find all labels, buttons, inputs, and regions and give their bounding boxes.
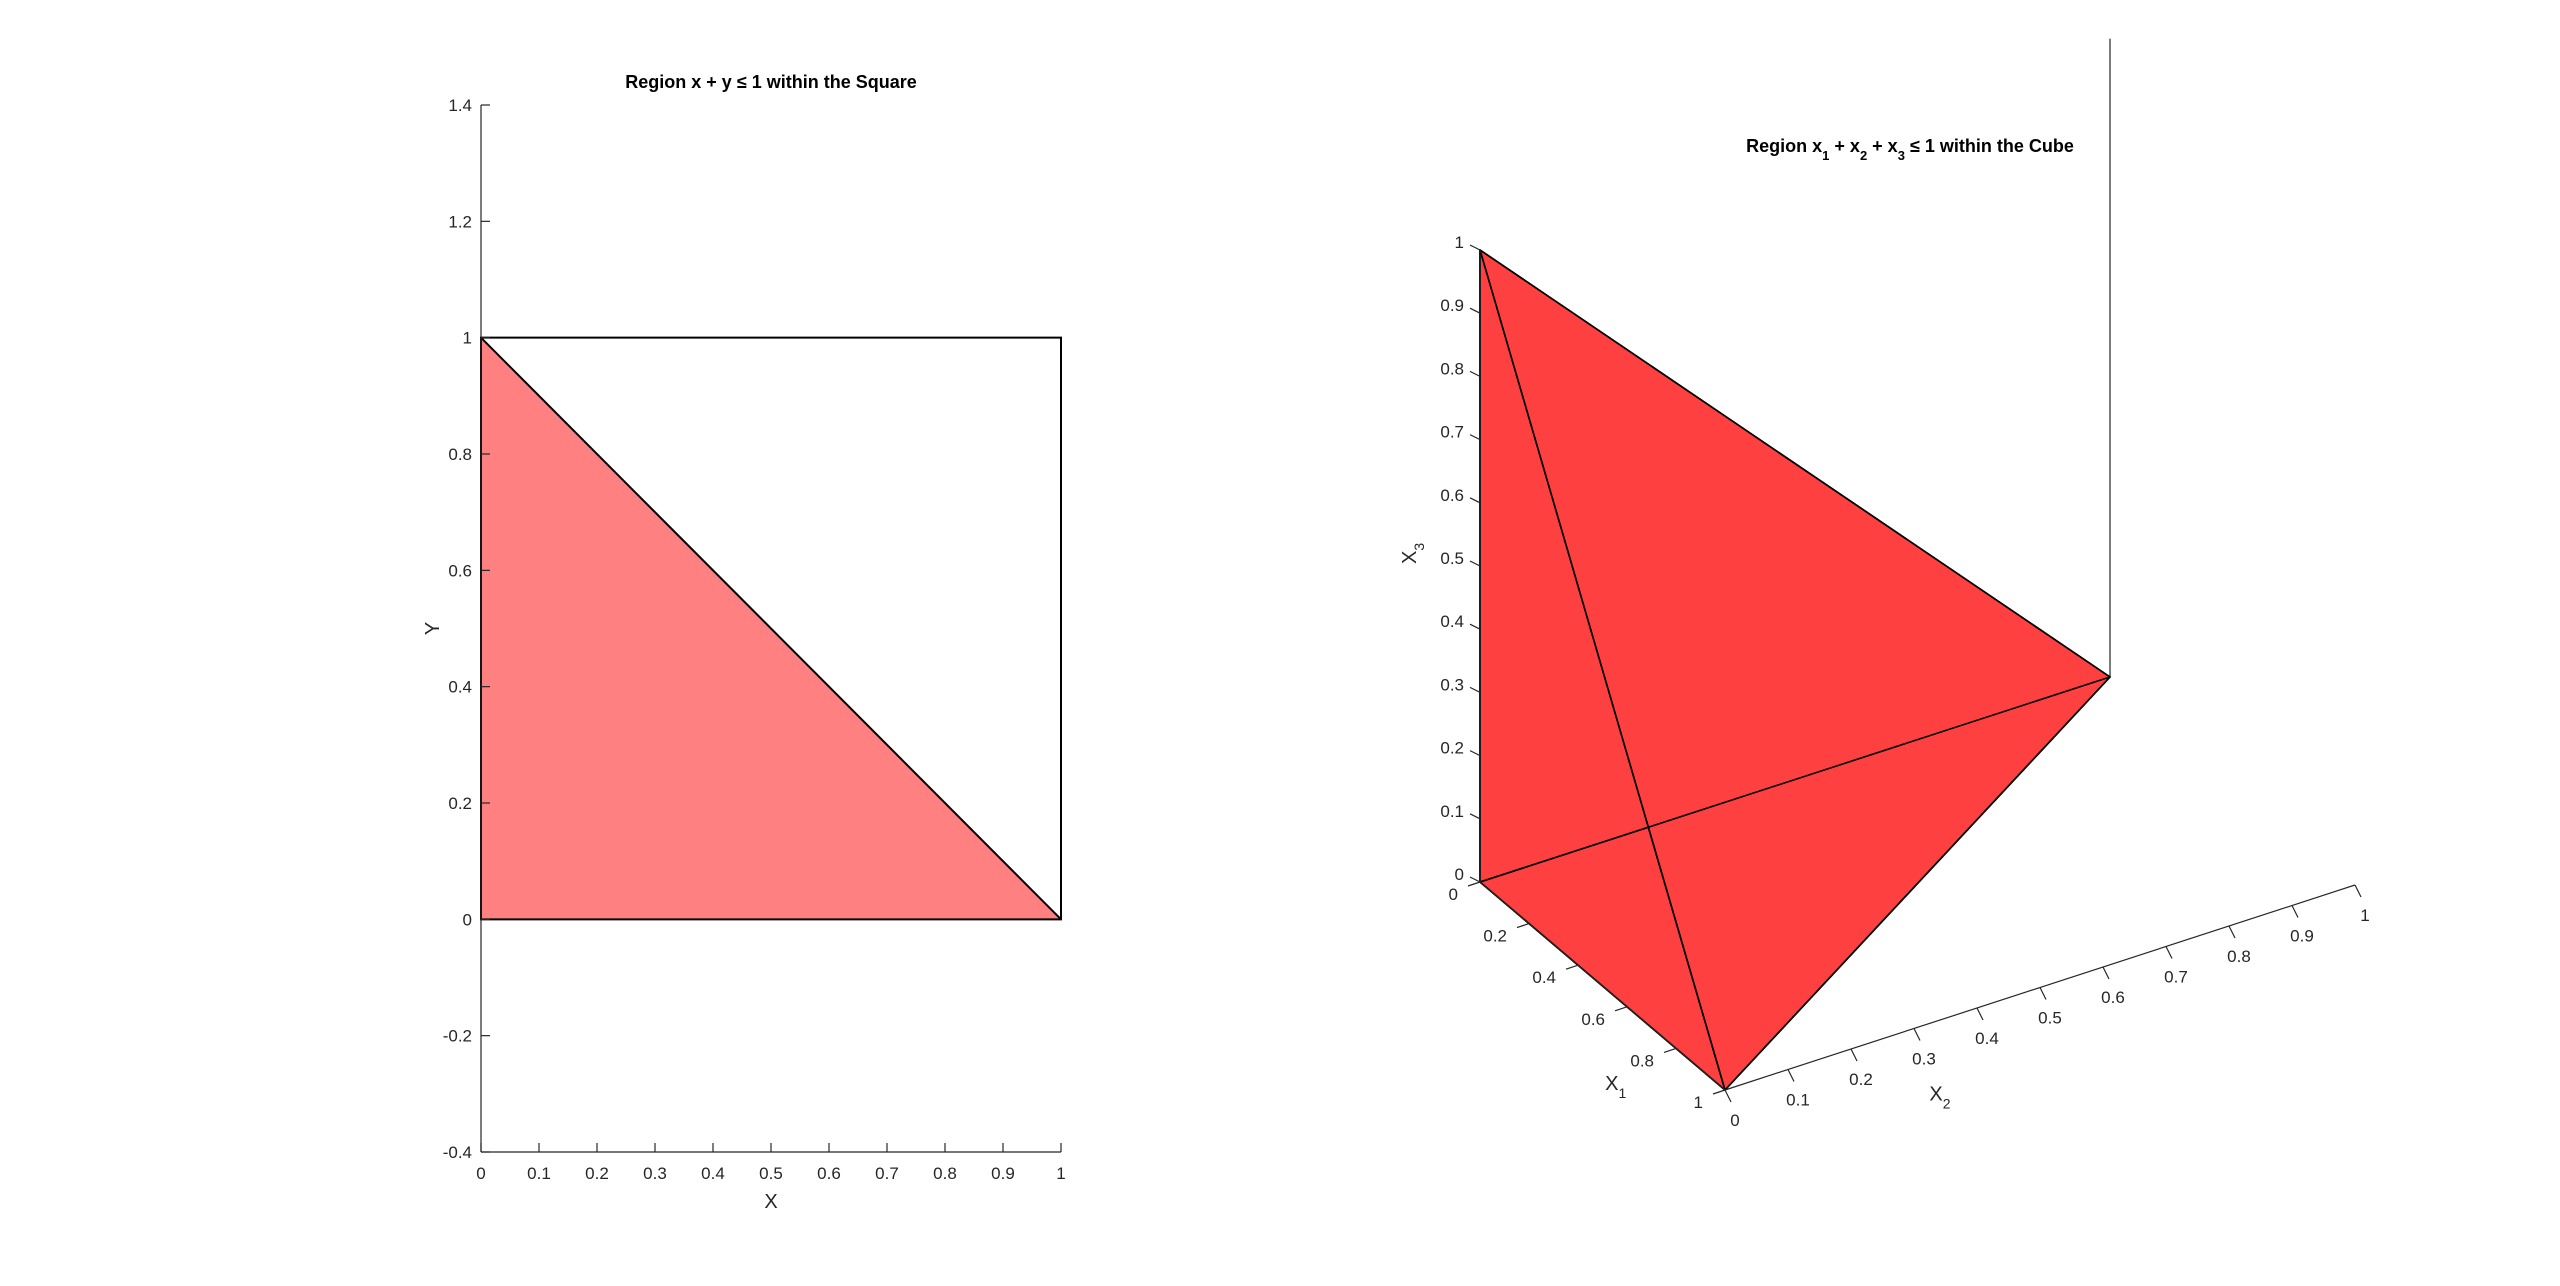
x1-tick-label: 0.2 bbox=[1483, 927, 1507, 946]
x2-tick-label: 0.4 bbox=[1975, 1029, 1999, 1048]
x2-tick-label: 0.8 bbox=[2227, 947, 2251, 966]
x3-tick bbox=[1469, 497, 1481, 504]
x1-tick bbox=[1516, 923, 1530, 929]
x3-tick bbox=[1469, 623, 1481, 630]
x1-tick bbox=[1712, 1089, 1726, 1095]
tetrahedron-edge bbox=[1724, 676, 2111, 1091]
x-tick-label: 0.1 bbox=[527, 1164, 551, 1183]
x2-tick-label: 0.3 bbox=[1912, 1050, 1936, 1069]
x2-tick-label: 0.2 bbox=[1849, 1070, 1873, 1089]
chart-2d-title: Region x + y ≤ 1 within the Square bbox=[625, 72, 916, 92]
x3-tick-label: 0.8 bbox=[1440, 359, 1464, 378]
x3-tick bbox=[1469, 434, 1481, 441]
x1-tick bbox=[1614, 1006, 1628, 1012]
x3-tick-label: 0.6 bbox=[1440, 486, 1464, 505]
x3-tick-label: 0.3 bbox=[1440, 675, 1464, 694]
x2-tick bbox=[2102, 966, 2110, 980]
x2-tick bbox=[1787, 1069, 1795, 1082]
y-tick-label: 1 bbox=[463, 329, 472, 348]
x2-tick bbox=[1976, 1007, 1984, 1021]
x1-tick-label: 0.8 bbox=[1630, 1051, 1654, 1070]
x-tick-label: 0 bbox=[476, 1164, 485, 1183]
chart-3d-x3-label: X3 bbox=[1399, 543, 1427, 564]
x3-tick bbox=[1469, 750, 1481, 757]
y-tick-label: 1.2 bbox=[448, 212, 472, 231]
x3-tick-label: 0.4 bbox=[1440, 612, 1464, 631]
x3-tick-label: 1 bbox=[1455, 233, 1464, 252]
x2-tick bbox=[2165, 946, 2173, 959]
x3-tick bbox=[1469, 876, 1481, 883]
x3-tick bbox=[1469, 370, 1481, 377]
x3-tick-label: 0.2 bbox=[1440, 739, 1464, 758]
x3-tick-label: 0.5 bbox=[1440, 549, 1464, 568]
x2-tick bbox=[2039, 987, 2047, 1000]
x2-tick bbox=[2354, 884, 2362, 898]
x3-tick-label: 0.7 bbox=[1440, 423, 1464, 442]
x3-tick bbox=[1469, 560, 1481, 567]
tetrahedron-edge bbox=[1479, 249, 2111, 678]
chart-3d-title: Region x1 + x2 + x3 ≤ 1 within the Cube bbox=[1746, 136, 2074, 163]
tetrahedron-edge bbox=[1479, 249, 1726, 1091]
x3-tick bbox=[1469, 244, 1481, 251]
x2-tick bbox=[1724, 1089, 1732, 1103]
x-tick-label: 0.3 bbox=[643, 1164, 667, 1183]
x-tick-label: 0.5 bbox=[759, 1164, 783, 1183]
x2-tick-label: 0.5 bbox=[2038, 1009, 2062, 1028]
x1-tick bbox=[1565, 964, 1579, 970]
x3-tick bbox=[1469, 307, 1481, 314]
chart-2d-x-label: X bbox=[764, 1191, 777, 1213]
x3-tick-label: 0.1 bbox=[1440, 802, 1464, 821]
x3-tick bbox=[1469, 813, 1481, 820]
x2-tick bbox=[1913, 1028, 1921, 1041]
x2-tick bbox=[1850, 1048, 1858, 1062]
y-tick-label: 0.4 bbox=[448, 678, 472, 697]
y-tick-label: 1.4 bbox=[448, 96, 472, 115]
chart-2d-square: Region x + y ≤ 1 within the Square X Y 0… bbox=[422, 72, 1066, 1213]
x1-tick bbox=[1663, 1047, 1677, 1053]
x2-tick-label: 0.1 bbox=[1786, 1091, 1810, 1110]
y-tick-label: 0.6 bbox=[448, 561, 472, 580]
y-tick-label: -0.4 bbox=[443, 1143, 472, 1162]
y-tick-label: 0.2 bbox=[448, 794, 472, 813]
x1-tick-label: 0 bbox=[1449, 885, 1458, 904]
x2-tick-label: 0.7 bbox=[2164, 968, 2188, 987]
tetrahedron-edge bbox=[1479, 676, 2111, 883]
x1-tick-label: 0.6 bbox=[1581, 1010, 1605, 1029]
x3-tick bbox=[1469, 686, 1481, 693]
x1-tick bbox=[1467, 881, 1481, 887]
x-tick-label: 0.6 bbox=[817, 1164, 841, 1183]
y-tick-label: -0.2 bbox=[443, 1027, 472, 1046]
x2-tick-label: 0.6 bbox=[2101, 988, 2125, 1007]
x1-tick-label: 1 bbox=[1694, 1093, 1703, 1112]
chart-3d-x2-label: X2 bbox=[1929, 1084, 1950, 1112]
x-tick-label: 0.2 bbox=[585, 1164, 609, 1183]
chart-3d-x1-label: X1 bbox=[1605, 1073, 1626, 1101]
x2-tick-label: 0 bbox=[1730, 1111, 1739, 1130]
region-boundary-line bbox=[480, 336, 1062, 921]
x-tick-label: 0.7 bbox=[875, 1164, 899, 1183]
x3-tick-label: 0.9 bbox=[1440, 296, 1464, 315]
x1-axis-line bbox=[1479, 881, 1726, 1091]
x-tick-label: 0.4 bbox=[701, 1164, 725, 1183]
x-tick-label: 1 bbox=[1056, 1164, 1065, 1183]
x2-tick bbox=[2291, 905, 2299, 918]
chart-2d-y-label: Y bbox=[422, 622, 444, 635]
y-tick-label: 0 bbox=[463, 910, 472, 929]
x-tick-label: 0.9 bbox=[991, 1164, 1015, 1183]
x2-tick-label: 0.9 bbox=[2290, 927, 2314, 946]
y-tick-label: 0.8 bbox=[448, 445, 472, 464]
x-tick-label: 0.8 bbox=[933, 1164, 957, 1183]
x1-tick-label: 0.4 bbox=[1532, 968, 1556, 987]
x2-tick bbox=[2228, 925, 2236, 939]
x3-tick-label: 0 bbox=[1455, 865, 1464, 884]
chart-3d-cube: Region x1 + x2 + x3 ≤ 1 within the Cube … bbox=[1399, 38, 2370, 1130]
x2-tick-label: 1 bbox=[2360, 906, 2369, 925]
